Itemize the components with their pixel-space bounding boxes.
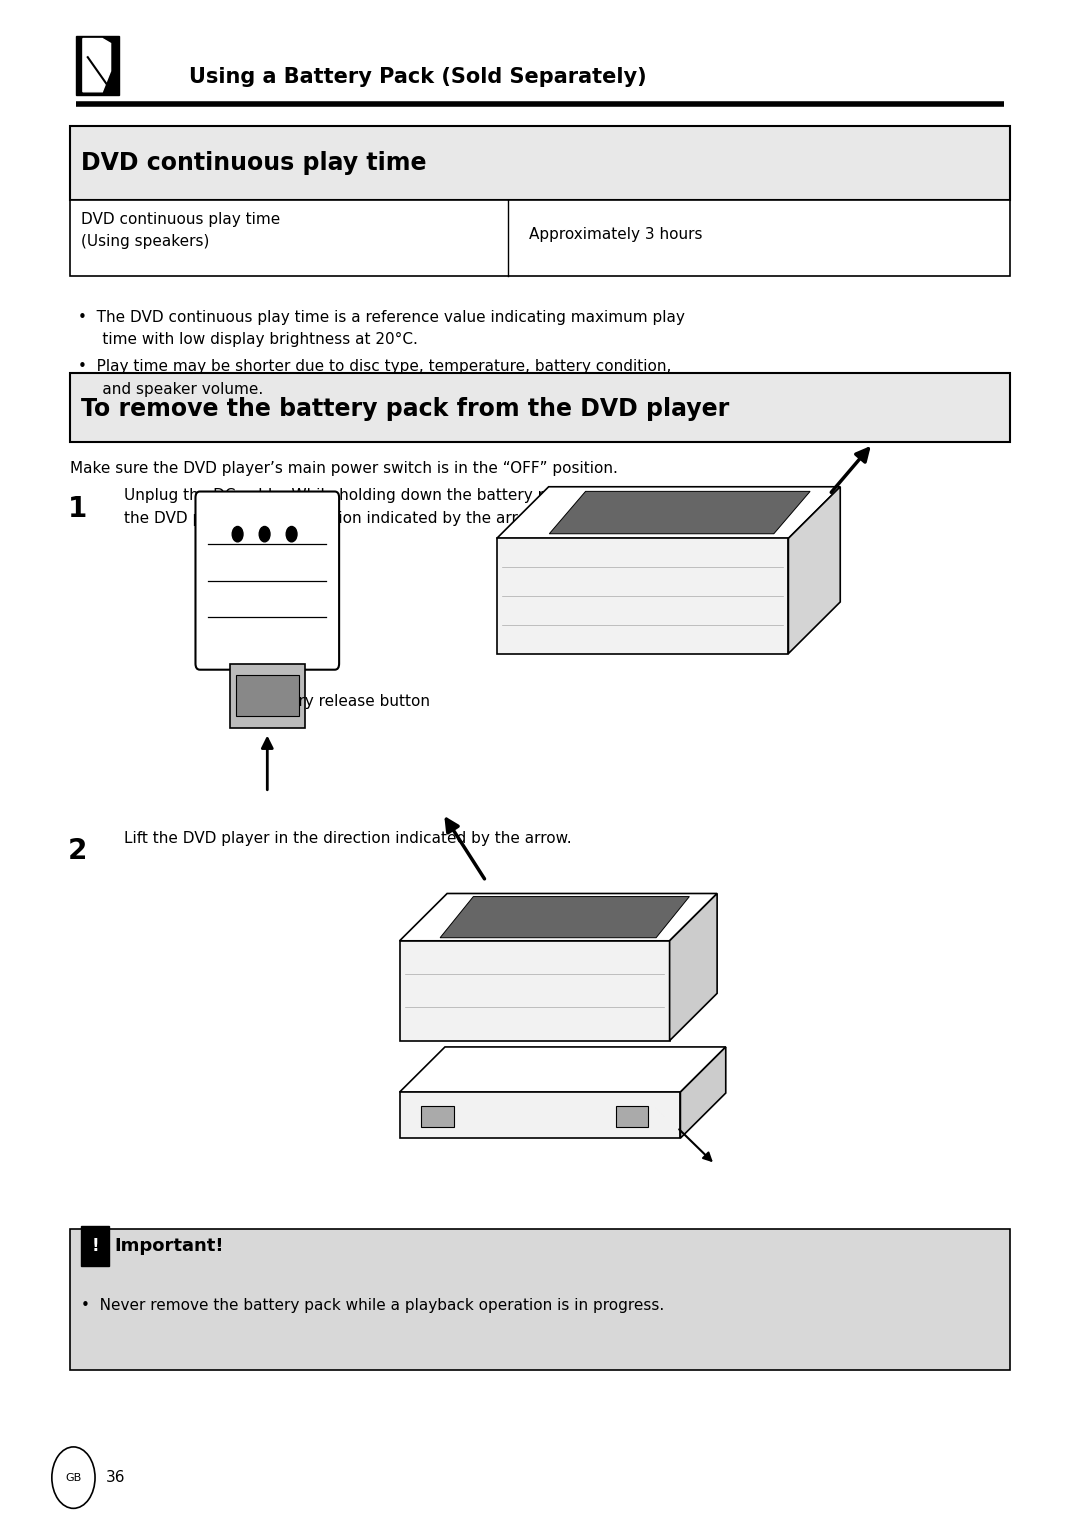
Text: •  Play time may be shorter due to disc type, temperature, battery condition,
  : • Play time may be shorter due to disc t… <box>78 359 671 396</box>
Polygon shape <box>400 1048 726 1092</box>
Polygon shape <box>83 38 110 92</box>
Text: •  Never remove the battery pack while a playback operation is in progress.: • Never remove the battery pack while a … <box>81 1298 664 1313</box>
Text: Unplug the DC cable. While holding down the battery release button, slide
the DV: Unplug the DC cable. While holding down … <box>124 488 694 525</box>
Bar <box>421 1106 454 1127</box>
Polygon shape <box>497 539 788 654</box>
Polygon shape <box>441 897 689 937</box>
Polygon shape <box>550 492 810 535</box>
Text: DVD continuous play time
(Using speakers): DVD continuous play time (Using speakers… <box>81 212 280 249</box>
Bar <box>70 373 1010 442</box>
Text: GB: GB <box>65 1473 82 1482</box>
FancyBboxPatch shape <box>195 492 339 670</box>
Text: 36: 36 <box>106 1470 125 1485</box>
Text: Battery release button: Battery release button <box>257 694 430 710</box>
Text: Make sure the DVD player’s main power switch is in the “OFF” position.: Make sure the DVD player’s main power sw… <box>70 461 618 476</box>
Text: •  The DVD continuous play time is a reference value indicating maximum play
   : • The DVD continuous play time is a refe… <box>78 310 685 347</box>
Text: Important!: Important! <box>114 1236 224 1255</box>
Text: 2: 2 <box>68 837 87 865</box>
Polygon shape <box>400 1092 680 1138</box>
Text: Approximately 3 hours: Approximately 3 hours <box>529 227 703 243</box>
Bar <box>70 126 1010 200</box>
Bar <box>70 1229 1010 1370</box>
Polygon shape <box>400 894 717 940</box>
Polygon shape <box>497 487 840 539</box>
Polygon shape <box>400 940 670 1041</box>
Text: Using a Battery Pack (Sold Separately): Using a Battery Pack (Sold Separately) <box>189 66 647 88</box>
Polygon shape <box>788 487 840 654</box>
Polygon shape <box>670 894 717 1041</box>
Bar <box>616 1106 648 1127</box>
Bar <box>70 200 1010 276</box>
Text: Lift the DVD player in the direction indicated by the arrow.: Lift the DVD player in the direction ind… <box>124 831 571 846</box>
Circle shape <box>259 527 270 542</box>
Text: 1: 1 <box>68 495 87 522</box>
Circle shape <box>286 527 297 542</box>
Polygon shape <box>680 1048 726 1138</box>
Text: DVD continuous play time: DVD continuous play time <box>81 151 427 175</box>
Bar <box>229 664 305 728</box>
Circle shape <box>232 527 243 542</box>
Text: !: ! <box>91 1236 99 1255</box>
Bar <box>81 1226 109 1266</box>
Text: To remove the battery pack from the DVD player: To remove the battery pack from the DVD … <box>81 396 729 421</box>
Bar <box>235 676 299 716</box>
Bar <box>76 37 120 95</box>
